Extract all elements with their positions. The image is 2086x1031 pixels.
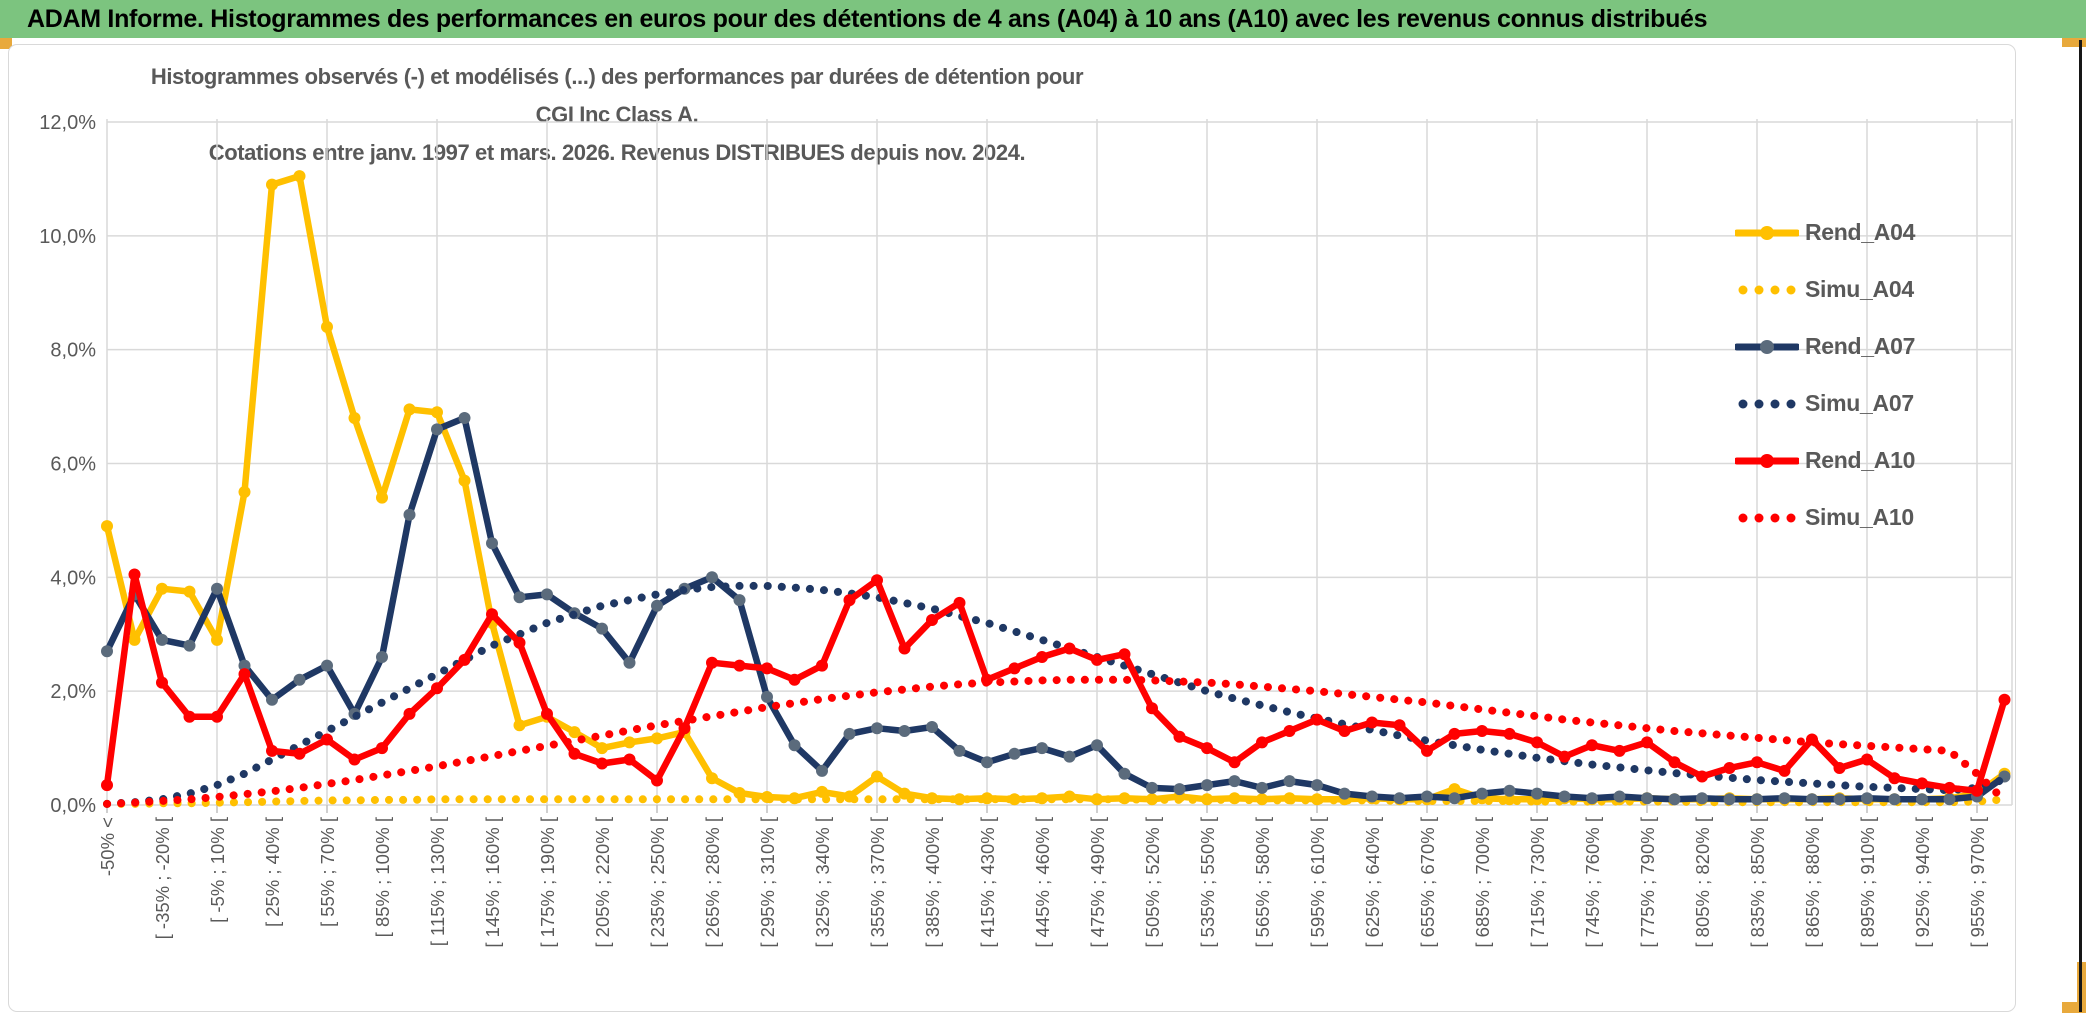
y-axis-label: 12,0% xyxy=(39,112,96,134)
legend-label: Rend_A04 xyxy=(1805,219,1916,245)
legend-item-Rend_A07[interactable]: Rend_A07 xyxy=(1735,318,1995,375)
x-axis-label: [ 175% ; 190% [ xyxy=(537,817,558,948)
x-axis-label: [ 715% ; 730% [ xyxy=(1527,817,1548,948)
x-axis-label: [ 805% ; 820% [ xyxy=(1692,817,1713,948)
x-axis-label: [ 85% ; 100% [ xyxy=(372,817,393,937)
x-axis-label: [ 115% ; 130% [ xyxy=(427,817,448,946)
x-axis-label: [ 445% ; 460% [ xyxy=(1032,817,1053,948)
legend-item-Simu_A07[interactable]: Simu_A07 xyxy=(1735,375,1995,432)
legend-label: Rend_A07 xyxy=(1805,333,1916,359)
series-Rend_A10[interactable] xyxy=(101,568,2011,797)
x-axis-label: [ 655% ; 670% [ xyxy=(1417,817,1438,948)
y-axis-label: 0,0% xyxy=(50,795,96,817)
legend-swatch-solid xyxy=(1735,225,1799,240)
x-axis-label: [ 835% ; 850% [ xyxy=(1747,817,1768,948)
legend-item-Simu_A10[interactable]: Simu_A10 xyxy=(1735,489,1995,546)
y-axis-label: 8,0% xyxy=(50,340,96,362)
x-axis-label: [ 775% ; 790% [ xyxy=(1637,817,1658,948)
y-axis-label: 2,0% xyxy=(50,681,96,703)
x-axis-label: [ 745% ; 760% [ xyxy=(1582,817,1603,948)
chart-title-line1: Histogrammes observés (-) et modélisés (… xyxy=(150,64,1084,127)
x-axis-label: [ 685% ; 700% [ xyxy=(1472,817,1493,948)
x-axis-label: [ 595% ; 610% [ xyxy=(1307,817,1328,948)
x-axis-label: [ 535% ; 550% [ xyxy=(1197,817,1218,948)
legend-item-Rend_A10[interactable]: Rend_A10 xyxy=(1735,432,1995,489)
selection-handle-bottom-right xyxy=(2062,1002,2086,1013)
window-title-bar: ADAM Informe. Histogrammes des performan… xyxy=(0,0,2086,38)
x-axis-label: [ 325% ; 340% [ xyxy=(812,817,833,948)
x-axis-label: [ 205% ; 220% [ xyxy=(592,817,613,948)
x-axis-label: [ 55% ; 70% [ xyxy=(317,817,338,927)
window-title: ADAM Informe. Histogrammes des performan… xyxy=(27,4,1708,33)
y-axis-label: 6,0% xyxy=(50,454,96,476)
legend-item-Rend_A04[interactable]: Rend_A04 xyxy=(1735,204,1995,261)
legend-label: Simu_A10 xyxy=(1805,504,1914,530)
x-axis-labels: -50% < [ -35% ; -20% [ [ -5% ; 10% [ [ 25% … xyxy=(97,817,1988,948)
x-axis-label: [ 415% ; 430% [ xyxy=(977,817,998,948)
x-axis-label: [ 145% ; 160% [ xyxy=(482,817,503,948)
chart-title: Histogrammes observés (-) et modélisés (… xyxy=(150,58,1084,172)
selection-handle-top-left xyxy=(0,38,12,49)
x-axis-label: [ 295% ; 310% [ xyxy=(757,817,778,948)
x-axis-label: [ 505% ; 520% [ xyxy=(1142,817,1163,948)
x-axis-label: [ 895% ; 910% [ xyxy=(1857,817,1878,948)
y-axis-labels: 12,0% 10,0% 8,0% 6,0% 4,0% 2,0% 0,0% xyxy=(39,112,96,817)
series-Rend_A04[interactable] xyxy=(101,170,2011,806)
chart-object-frame[interactable] xyxy=(8,44,2016,1012)
x-axis-label: [ -35% ; -20% [ xyxy=(152,817,173,939)
window-right-border xyxy=(2079,40,2082,1012)
legend-label: Simu_A07 xyxy=(1805,390,1914,416)
x-axis-label: [ 385% ; 400% [ xyxy=(922,817,943,948)
x-axis-label: [ 925% ; 940% [ xyxy=(1912,817,1933,948)
x-axis-label: [ -5% ; 10% [ xyxy=(207,817,228,923)
x-axis-label: [ 25% ; 40% [ xyxy=(262,817,283,927)
legend-label: Rend_A10 xyxy=(1805,447,1916,473)
x-axis-label: [ 865% ; 880% [ xyxy=(1802,817,1823,948)
x-axis-label: [ 355% ; 370% [ xyxy=(867,817,888,948)
x-axis-label: [ 265% ; 280% [ xyxy=(702,817,723,948)
legend-swatch-dotted xyxy=(1738,513,1796,522)
legend-swatch-dotted xyxy=(1738,399,1796,408)
legend: Rend_A04 Simu_A04 Rend_A07 Simu_A07 Rend_A10… xyxy=(1735,204,1995,546)
y-axis-label: 10,0% xyxy=(39,226,96,248)
y-axis-label: 4,0% xyxy=(50,567,96,589)
legend-swatch-solid xyxy=(1735,453,1799,468)
selection-handle-top-right xyxy=(2062,38,2086,47)
chart-title-line2: Cotations entre janv. 1997 et mars. 2026… xyxy=(208,140,1026,165)
x-axis-label: [ 475% ; 490% [ xyxy=(1087,817,1108,948)
legend-swatch-dotted xyxy=(1738,285,1796,294)
x-axis-label: [ 955% ; 970% [ xyxy=(1967,817,1988,948)
legend-label: Simu_A04 xyxy=(1805,276,1914,302)
x-axis-label: -50% < xyxy=(97,817,118,876)
series-Simu_A07[interactable] xyxy=(103,581,2009,808)
x-axis-label: [ 565% ; 580% [ xyxy=(1252,817,1273,948)
x-axis-label: [ 235% ; 250% [ xyxy=(647,817,668,948)
x-axis-label: [ 625% ; 640% [ xyxy=(1362,817,1383,948)
legend-item-Simu_A04[interactable]: Simu_A04 xyxy=(1735,261,1995,318)
series-Simu_A10[interactable] xyxy=(103,675,2009,808)
legend-swatch-solid xyxy=(1735,339,1799,354)
series-Rend_A07[interactable] xyxy=(101,412,2011,806)
